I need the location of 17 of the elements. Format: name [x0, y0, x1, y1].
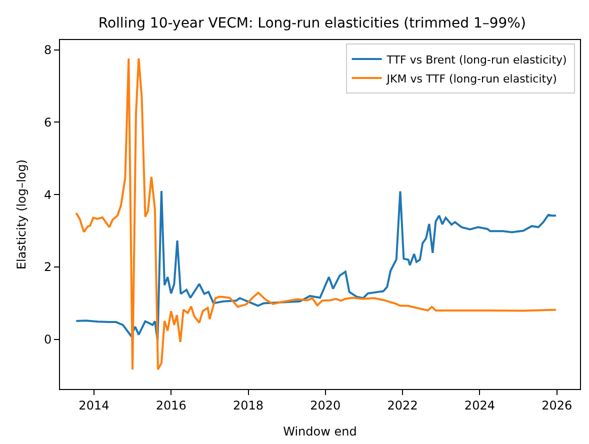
y-tick-label: 4 [44, 188, 52, 202]
legend-label: TTF vs Brent (long-run elasticity) [386, 53, 567, 66]
x-tick-label: 2026 [542, 398, 572, 412]
chart-title: Rolling 10-year VECM: Long-run elasticities (trimmed 1–99%) [98, 16, 526, 32]
y-axis-title: Elasticity (log–log) [14, 159, 28, 270]
y-tick-label: 6 [44, 115, 52, 130]
x-tick-label: 2016 [156, 398, 186, 412]
y-tick-label: 2 [44, 260, 52, 274]
x-tick-label: 2024 [464, 398, 495, 412]
y-tick-label: 8 [44, 42, 52, 57]
y-tick-label: 0 [44, 332, 52, 347]
x-axis-title: Window end [283, 424, 357, 438]
legend-label: JKM vs TTF (long-run elasticity) [386, 72, 557, 86]
x-tick-label: 2022 [387, 398, 418, 412]
x-tick-label: 2020 [310, 398, 341, 412]
x-tick-label: 2018 [232, 398, 264, 412]
x-tick-label: 2014 [78, 398, 110, 412]
